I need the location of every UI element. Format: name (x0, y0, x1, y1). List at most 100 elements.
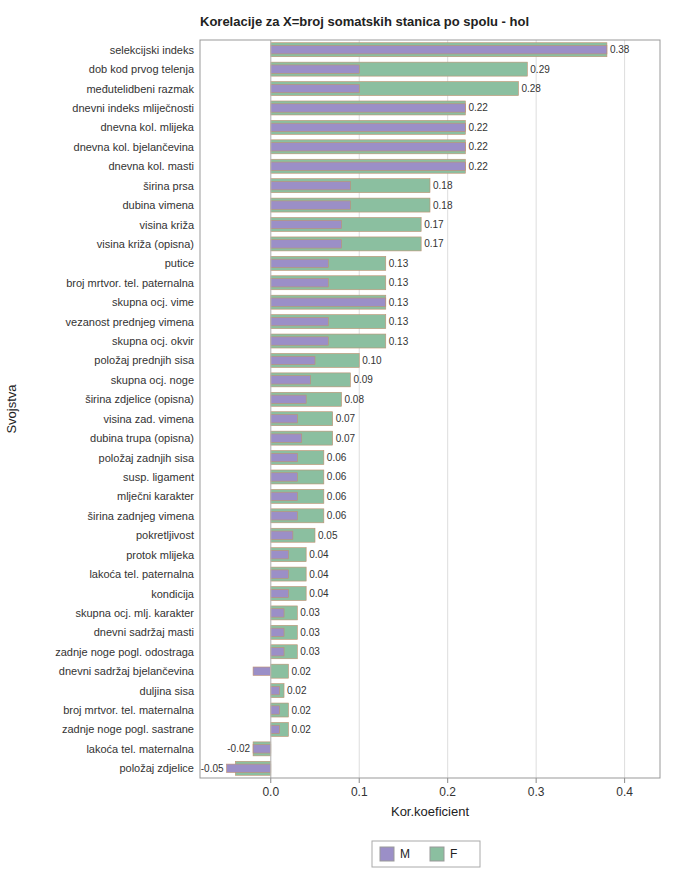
data-label: 0.02 (291, 666, 311, 677)
bar (271, 140, 466, 154)
bars (227, 43, 607, 776)
bar (271, 548, 306, 562)
data-label: 0.10 (362, 355, 382, 366)
category-label: duljina sisa (140, 685, 195, 697)
bar (271, 509, 324, 523)
bar (271, 315, 386, 329)
data-label: 0.28 (521, 83, 541, 94)
category-label: dob kod prvog telenja (89, 63, 195, 75)
bar (271, 84, 359, 92)
data-label: 0.04 (309, 569, 329, 580)
bar (271, 725, 280, 733)
bar (271, 376, 311, 384)
bar (271, 237, 421, 251)
tick-mark (270, 778, 271, 783)
bar (271, 218, 421, 232)
bar (271, 492, 298, 500)
bar (253, 745, 271, 753)
data-label: 0.02 (287, 685, 307, 696)
bar (271, 46, 607, 54)
data-label: 0.06 (327, 452, 347, 463)
category-label: skupna ocj. noge (111, 374, 194, 386)
zero-line (270, 40, 271, 778)
category-label: skupna ocj. okvir (112, 335, 194, 347)
category-label: dnevna kol. bjelančevina (74, 141, 195, 153)
category-label: pokretljivost (136, 529, 194, 541)
bar (271, 686, 280, 694)
category-label: broj mrtvor. tel. paternalna (66, 277, 195, 289)
category-label: širina zadnjeg vimena (88, 510, 195, 522)
bar (253, 667, 271, 675)
data-label: 0.22 (468, 141, 488, 152)
data-labels: 0.380.290.280.220.220.220.220.180.180.17… (201, 44, 630, 774)
legend-swatch (430, 847, 444, 861)
category-label: visina križa (140, 219, 195, 231)
category-label: širina zdjelice (opisna) (85, 393, 194, 405)
category-label: širina prsa (143, 180, 195, 192)
category-label: lakoća tel. paternalna (89, 568, 194, 580)
bar (271, 43, 607, 57)
bar (271, 528, 315, 542)
category-label: dnevni indeks mliječnosti (72, 102, 194, 114)
bar (271, 143, 466, 151)
category-label: dubina trupa (opisna) (90, 432, 194, 444)
bar (271, 298, 386, 306)
bar (271, 703, 289, 717)
bar (271, 434, 302, 442)
bar (271, 334, 386, 348)
data-label: 0.03 (300, 646, 320, 657)
grid-line (536, 40, 537, 778)
tick-label: 0.2 (439, 785, 456, 799)
category-label: dubina vimena (122, 199, 194, 211)
category-label: broj mrtvor. tel. maternalna (63, 704, 195, 716)
data-label: 0.08 (345, 394, 365, 405)
bar (271, 159, 466, 173)
bar (271, 65, 359, 73)
bar (271, 82, 519, 96)
bar (271, 470, 324, 484)
bar (271, 606, 298, 620)
x-axis-label: Kor.koeficient (391, 804, 469, 819)
bar (271, 240, 342, 248)
bar (271, 567, 306, 581)
data-label: 0.06 (327, 491, 347, 502)
bar (271, 645, 298, 659)
bar (271, 473, 298, 481)
bar (271, 609, 284, 617)
grid-line (270, 40, 271, 778)
bar (271, 101, 466, 115)
bar (271, 684, 284, 698)
bar (271, 317, 329, 325)
data-label: 0.22 (468, 161, 488, 172)
plot-area (200, 40, 660, 778)
bar (271, 220, 342, 228)
bar (253, 742, 271, 756)
bar (271, 353, 359, 367)
legend-label: F (450, 847, 457, 861)
grid (271, 40, 625, 778)
y-ticks: selekcijski indeksdob kod prvog telenjam… (55, 44, 195, 775)
bar (271, 279, 329, 287)
tick-label: 0.3 (528, 785, 545, 799)
data-label: 0.03 (300, 607, 320, 618)
bar (271, 104, 466, 112)
category-label: dnevna kol. mlijeka (100, 121, 194, 133)
bar (271, 395, 306, 403)
bar (271, 625, 298, 639)
category-label: dnevni sadržaj bjelančevina (59, 665, 195, 677)
category-label: međutelidbeni razmak (86, 83, 194, 95)
data-label: -0.02 (227, 743, 250, 754)
bar (271, 181, 351, 189)
data-label: 0.02 (291, 705, 311, 716)
bar (271, 198, 430, 212)
data-label: 0.06 (327, 471, 347, 482)
data-label: 0.13 (389, 277, 409, 288)
data-label: 0.17 (424, 238, 444, 249)
legend-label: M (400, 847, 410, 861)
data-label: 0.05 (318, 530, 338, 541)
data-label: 0.13 (389, 297, 409, 308)
bar (271, 722, 289, 736)
bar (271, 123, 466, 131)
chart: Korelacije za X=broj somatskih stanica p… (0, 0, 680, 869)
legend: MF (372, 841, 480, 867)
